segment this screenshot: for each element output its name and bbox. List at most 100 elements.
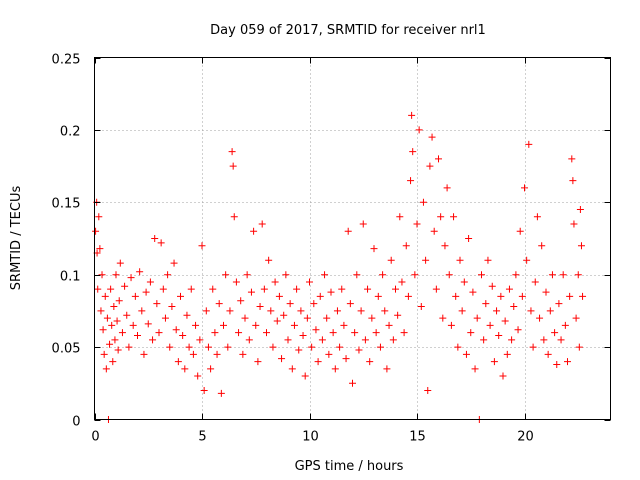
data-point-0-120 — [321, 271, 329, 279]
x-tick-label-5: 5 — [198, 430, 206, 445]
data-point-0-24 — [116, 259, 124, 267]
data-point-0-227 — [548, 271, 556, 279]
data-point-0-28 — [125, 343, 133, 351]
data-point-0-103 — [284, 336, 292, 344]
data-point-0-112 — [303, 314, 311, 322]
data-point-0-42 — [155, 329, 163, 337]
data-point-0-59 — [192, 321, 200, 329]
data-point-0-27 — [123, 311, 131, 319]
data-point-0-240 — [574, 271, 582, 279]
data-point-0-197 — [484, 256, 492, 264]
data-point-0-208 — [508, 336, 516, 344]
data-point-0-236 — [568, 155, 576, 163]
data-point-0-108 — [295, 346, 303, 354]
data-point-0-176 — [439, 314, 447, 322]
data-point-0-225 — [544, 350, 552, 358]
data-point-0-205 — [501, 317, 509, 325]
x-tick-label-20: 20 — [517, 430, 534, 445]
data-point-0-198 — [486, 321, 494, 329]
data-point-0-68 — [211, 329, 219, 337]
data-point-0-187 — [462, 350, 470, 358]
data-points — [92, 111, 587, 423]
data-point-0-131 — [344, 227, 352, 235]
data-point-0-91 — [258, 220, 266, 228]
data-point-0-25 — [118, 329, 126, 337]
data-point-0-35 — [140, 350, 148, 358]
x-axis-label: GPS time / hours — [295, 459, 404, 474]
data-point-0-47 — [166, 343, 174, 351]
data-point-0-212 — [516, 227, 524, 235]
data-point-0-75 — [226, 307, 234, 315]
data-point-0-233 — [561, 321, 569, 329]
data-point-0-49 — [170, 259, 178, 267]
data-point-0-6 — [97, 307, 105, 315]
data-point-0-238 — [570, 220, 578, 228]
data-point-0-62 — [198, 242, 206, 250]
data-point-0-124 — [329, 329, 337, 337]
data-point-0-84 — [243, 271, 251, 279]
data-point-0-170 — [426, 162, 434, 170]
data-point-0-85 — [245, 336, 253, 344]
data-point-0-232 — [559, 271, 567, 279]
data-point-0-140 — [364, 285, 372, 293]
data-point-0-186 — [460, 278, 468, 286]
data-point-0-55 — [183, 311, 191, 319]
data-point-0-79 — [232, 278, 240, 286]
data-point-0-57 — [187, 285, 195, 293]
y-tick-label-0: 0 — [72, 415, 80, 430]
data-point-0-121 — [323, 314, 331, 322]
data-point-0-105 — [288, 365, 296, 373]
data-point-0-7 — [98, 271, 106, 279]
data-point-0-162 — [409, 148, 417, 156]
data-point-0-228 — [551, 329, 559, 337]
data-point-0-58 — [189, 350, 197, 358]
data-point-0-93 — [263, 329, 270, 337]
data-point-0-3 — [94, 285, 102, 293]
data-point-0-51 — [174, 358, 182, 366]
data-point-0-230 — [555, 300, 563, 308]
data-point-0-156 — [398, 278, 406, 286]
data-point-0-132 — [346, 300, 354, 308]
data-point-0-180 — [447, 321, 455, 329]
data-point-0-169 — [424, 387, 432, 395]
data-point-0-40 — [151, 235, 159, 242]
data-point-0-17 — [109, 358, 117, 366]
data-point-0-81 — [237, 297, 245, 305]
data-point-0-127 — [336, 343, 344, 351]
data-point-0-110 — [299, 332, 307, 340]
data-point-0-179 — [445, 271, 453, 279]
data-point-0-16 — [108, 321, 116, 329]
data-point-0-46 — [164, 271, 172, 279]
data-point-0-155 — [396, 213, 404, 221]
data-point-0-135 — [353, 271, 361, 279]
data-point-0-207 — [505, 285, 513, 293]
data-point-0-190 — [469, 288, 477, 296]
data-point-0-157 — [400, 329, 408, 337]
x-tick-label-10: 10 — [302, 430, 319, 445]
data-point-0-189 — [467, 329, 475, 337]
data-point-0-86 — [247, 288, 255, 296]
data-point-0-237 — [569, 177, 577, 185]
data-point-0-200 — [490, 358, 498, 366]
data-point-0-171 — [428, 133, 436, 141]
data-point-0-12 — [103, 314, 111, 322]
data-point-0-14 — [106, 340, 114, 348]
data-point-0-88 — [252, 321, 260, 329]
data-point-0-210 — [512, 271, 520, 279]
data-point-0-164 — [413, 220, 421, 228]
data-point-0-177 — [441, 242, 449, 250]
data-point-0-235 — [566, 292, 574, 300]
data-point-0-36 — [142, 288, 150, 296]
data-point-0-218 — [529, 343, 537, 351]
data-point-0-97 — [271, 278, 279, 286]
data-point-0-128 — [338, 285, 346, 293]
data-point-0-94 — [265, 256, 273, 264]
data-point-0-113 — [306, 278, 313, 286]
data-point-0-125 — [331, 365, 339, 373]
data-point-0-141 — [366, 358, 374, 366]
data-point-0-158 — [402, 242, 410, 250]
data-point-0-152 — [389, 336, 397, 344]
data-point-0-77 — [229, 162, 237, 170]
data-point-0-144 — [372, 329, 380, 337]
